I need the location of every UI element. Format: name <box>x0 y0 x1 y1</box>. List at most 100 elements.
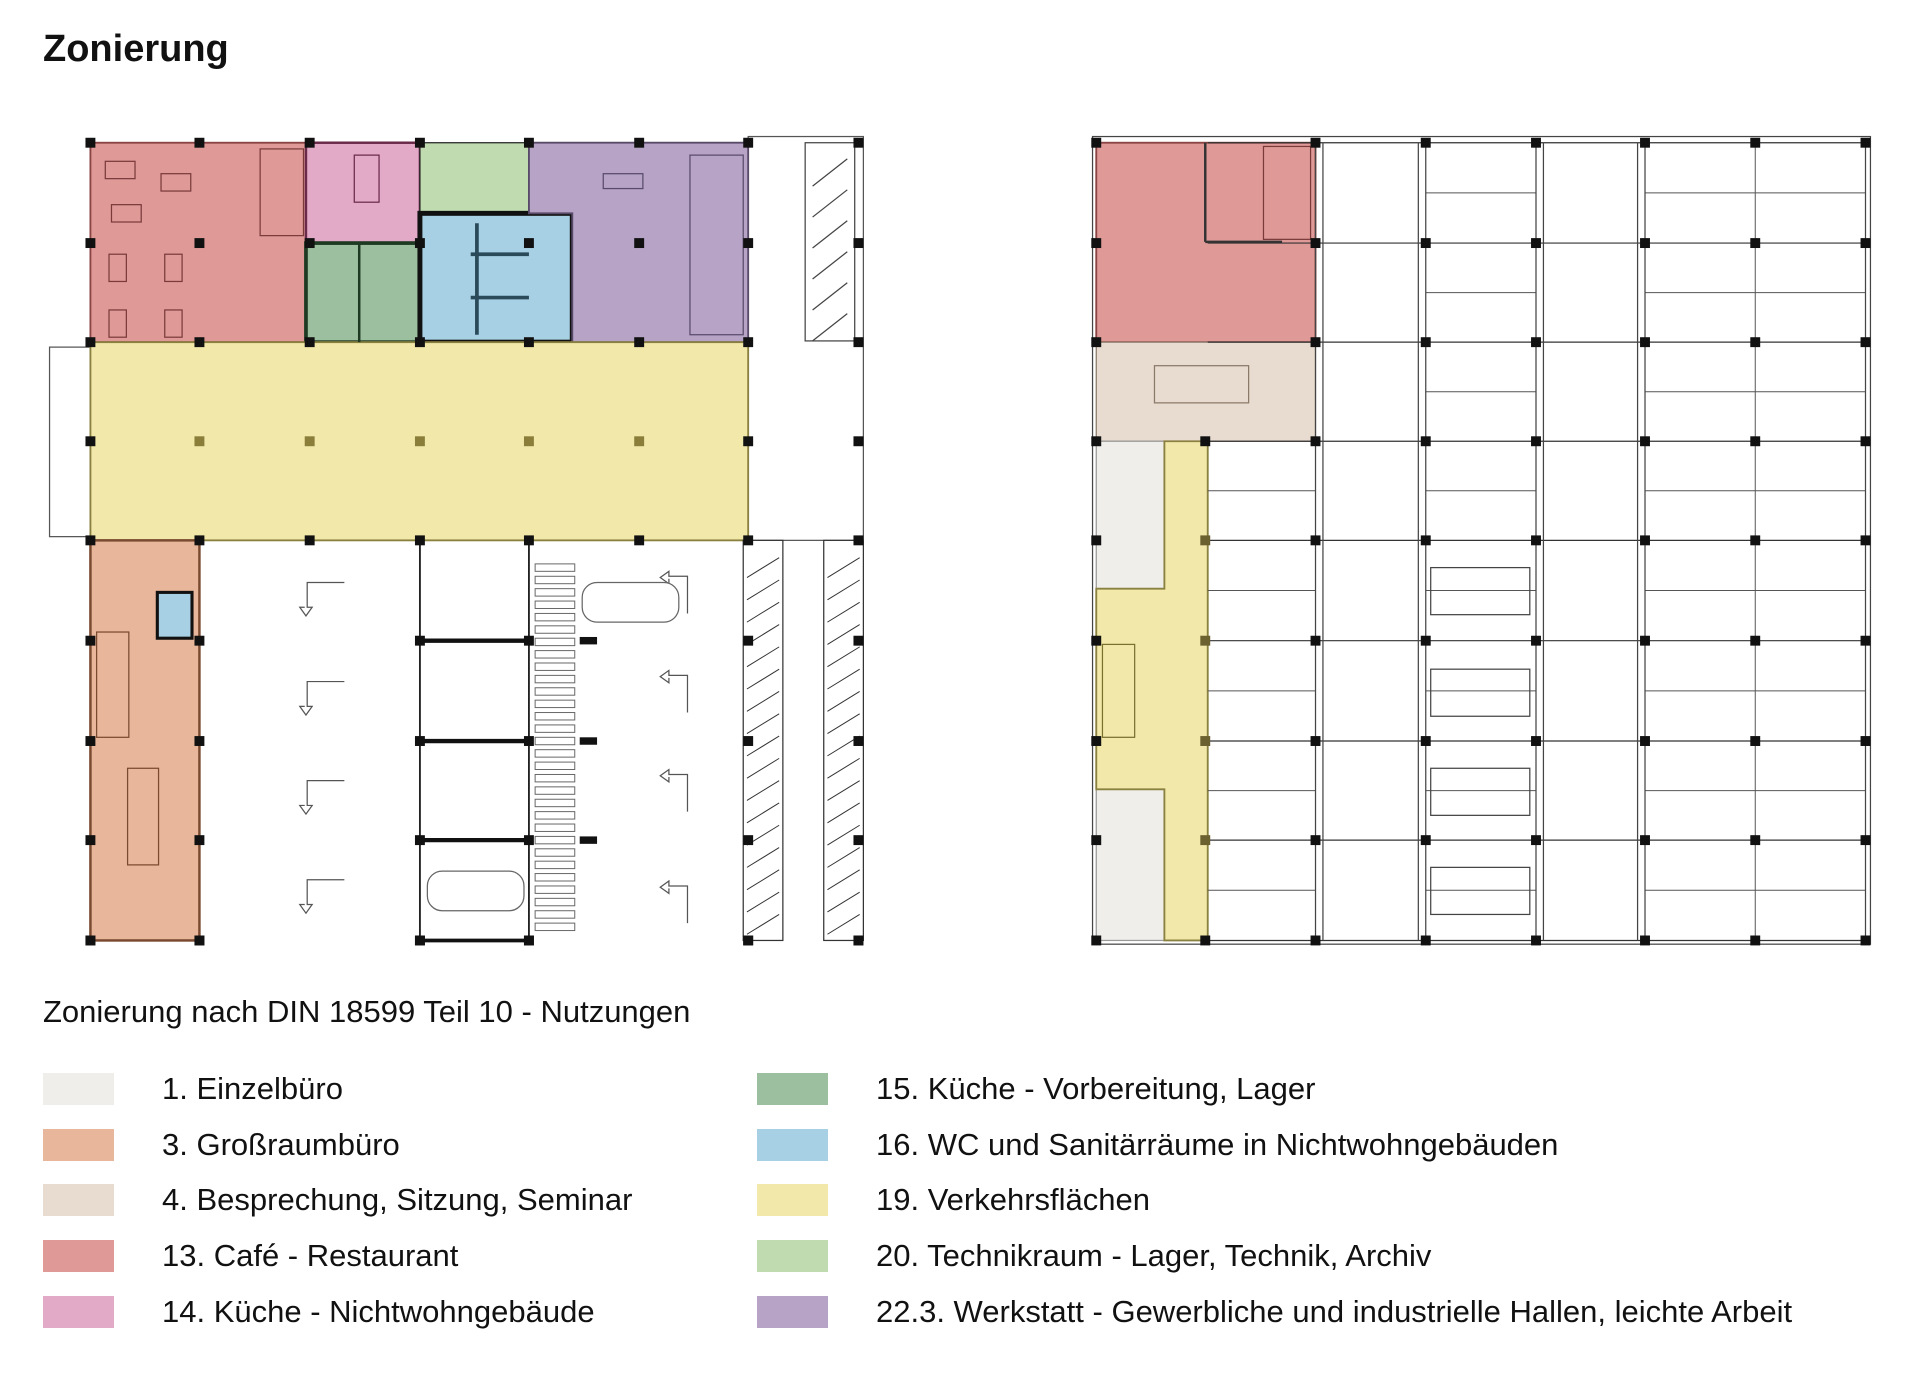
column <box>634 535 645 546</box>
column <box>1091 535 1102 546</box>
crosswalk-stripe <box>534 761 576 771</box>
column <box>523 835 534 846</box>
column <box>634 137 645 148</box>
column <box>1531 238 1541 249</box>
stair <box>96 631 130 738</box>
column <box>85 137 96 148</box>
column <box>1310 137 1321 148</box>
column <box>853 835 864 846</box>
crosswalk-stripe <box>534 575 576 585</box>
car-icon <box>426 870 525 912</box>
legend-title: Zonierung nach DIN 18599 Teil 10 - Nutzu… <box>43 994 691 1029</box>
column <box>1200 736 1211 746</box>
legend-swatch <box>757 1184 828 1216</box>
crosswalk-stripe <box>534 811 576 820</box>
column <box>414 337 425 348</box>
column <box>634 337 645 348</box>
hatch <box>746 646 780 668</box>
column <box>194 436 205 447</box>
column <box>743 736 754 746</box>
column <box>1531 736 1541 746</box>
zone-technik <box>419 142 530 214</box>
column <box>634 238 645 249</box>
legend-item: 3. Großraumbüro <box>43 1127 400 1162</box>
hatch <box>827 668 860 690</box>
crosswalk-stripe <box>534 650 576 659</box>
column <box>1640 535 1650 546</box>
crosswalk-stripe <box>534 687 576 696</box>
hatch <box>746 780 780 801</box>
crosswalk-stripe <box>534 699 576 709</box>
crosswalk-stripe <box>534 712 576 721</box>
column <box>1640 835 1650 846</box>
column <box>1531 337 1541 348</box>
stair <box>1262 145 1312 240</box>
table <box>353 154 380 203</box>
column <box>1640 736 1650 746</box>
skylight <box>1430 866 1531 916</box>
column <box>1310 337 1321 348</box>
arrow-icon <box>659 879 689 924</box>
column <box>1200 635 1211 646</box>
column <box>85 935 96 946</box>
crosswalk-stripe <box>534 897 576 907</box>
hatch <box>746 914 780 935</box>
crosswalk-stripe <box>534 588 576 597</box>
column <box>1091 835 1102 846</box>
column <box>1420 736 1431 746</box>
crosswalk-stripe <box>534 625 576 634</box>
legend-label: 20. Technikraum - Lager, Technik, Archiv <box>876 1238 1432 1273</box>
column <box>414 535 425 546</box>
hatch <box>827 914 860 935</box>
column <box>1640 635 1650 646</box>
column <box>414 238 425 249</box>
legend-swatch <box>757 1073 828 1105</box>
column <box>1310 635 1321 646</box>
arrow-icon <box>298 680 345 717</box>
hatch <box>746 802 780 824</box>
legend-label: 13. Café - Restaurant <box>162 1238 459 1273</box>
crosswalk-stripe <box>534 600 576 609</box>
crosswalk-stripe <box>534 885 576 894</box>
column <box>1860 635 1871 646</box>
zone-wc-small <box>155 590 194 640</box>
column <box>853 736 864 746</box>
column <box>1091 736 1102 746</box>
column <box>743 935 754 946</box>
column <box>1860 535 1871 546</box>
column <box>1091 635 1102 646</box>
column <box>194 137 205 148</box>
hatch <box>746 601 780 623</box>
column <box>194 635 205 646</box>
column <box>1860 238 1871 249</box>
column <box>1420 935 1431 946</box>
column <box>743 436 754 447</box>
arrow-icon <box>659 768 689 812</box>
column <box>85 238 96 249</box>
column <box>853 535 864 546</box>
column <box>1860 337 1871 348</box>
crosswalk-stripe <box>534 674 576 684</box>
hatch <box>746 847 780 868</box>
column <box>1860 835 1871 846</box>
column <box>1091 337 1102 348</box>
stair <box>1101 643 1136 738</box>
column <box>304 535 315 546</box>
column <box>853 635 864 646</box>
column <box>414 736 425 746</box>
hatch <box>827 891 860 913</box>
column <box>853 238 864 249</box>
column <box>523 436 534 447</box>
column <box>1531 137 1541 148</box>
column <box>85 436 96 447</box>
column <box>1531 635 1541 646</box>
column <box>1640 436 1650 447</box>
column <box>853 137 864 148</box>
column <box>1750 436 1761 447</box>
column <box>194 337 205 348</box>
zone-kitchen <box>304 141 422 245</box>
crosswalk-stripe <box>534 637 576 647</box>
legend-item: 22.3. Werkstatt - Gewerbliche und indust… <box>757 1294 1792 1329</box>
table <box>160 173 192 192</box>
